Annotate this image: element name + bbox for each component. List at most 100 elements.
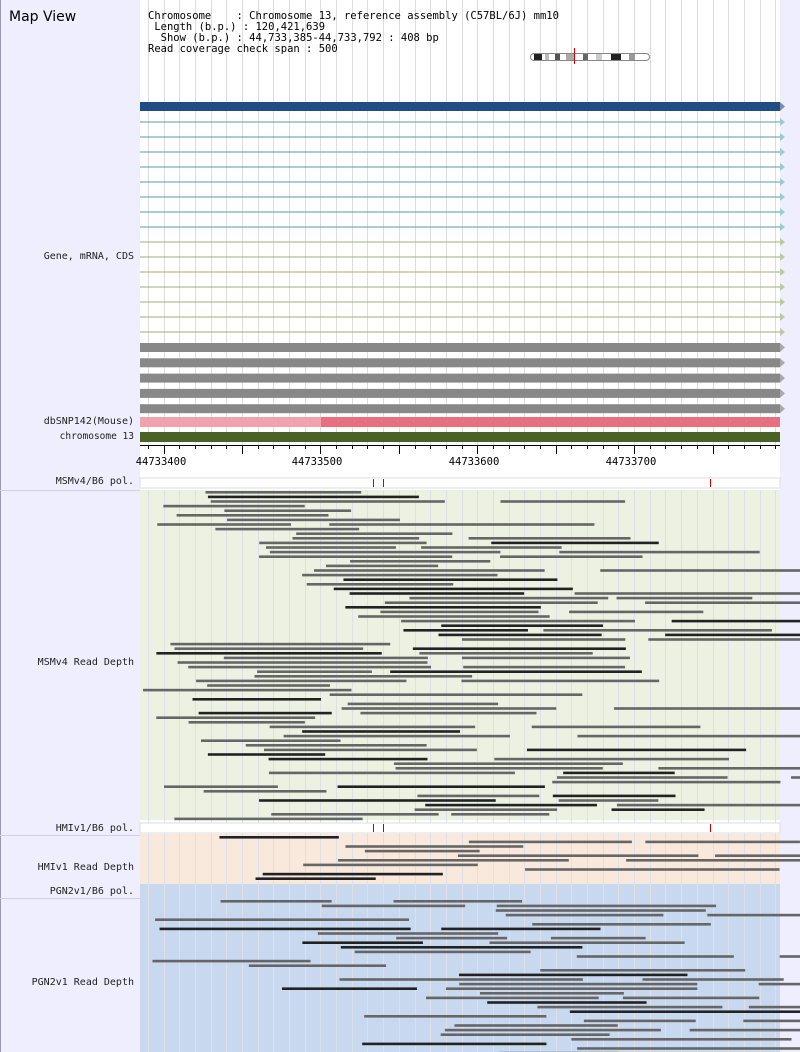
read-line	[414, 808, 558, 811]
read-line	[156, 652, 382, 655]
read-line	[220, 900, 332, 903]
read-line	[188, 665, 432, 669]
read-line	[207, 753, 326, 756]
read-line	[174, 647, 364, 650]
read-line	[526, 748, 747, 752]
read-line	[440, 1033, 610, 1036]
track-label-dbsnp: dbSNP142(Mouse)	[43, 416, 134, 427]
read-line	[532, 923, 711, 926]
read-line	[188, 721, 305, 724]
read-line	[468, 840, 632, 844]
right-margin-strip	[780, 0, 800, 1052]
read-line	[707, 913, 800, 917]
strand-arrow-icon	[780, 118, 785, 126]
strand-arrow-icon	[780, 268, 785, 276]
strand-arrow-icon	[780, 133, 785, 141]
strand-arrow-icon	[780, 178, 785, 186]
read-line	[401, 619, 635, 623]
read-line	[491, 541, 659, 545]
track-label-hmiv1-pol: HMIv1/B6 pol.	[55, 823, 134, 834]
read-line	[525, 868, 780, 871]
dbsnp-bar	[321, 417, 780, 427]
read-line	[393, 762, 623, 765]
read-line	[306, 583, 454, 586]
read-line	[648, 638, 800, 641]
length-value: 120,421,639	[255, 21, 326, 33]
read-line	[505, 913, 664, 917]
read-line	[207, 684, 330, 687]
read-line	[552, 780, 781, 784]
read-line	[345, 606, 541, 609]
read-line	[576, 955, 734, 958]
read-line	[441, 624, 603, 627]
read-line	[426, 996, 599, 1000]
strand-arrow-icon	[780, 373, 785, 383]
strand-arrow-icon	[780, 148, 785, 156]
read-line	[571, 1038, 792, 1041]
read-line	[671, 619, 800, 623]
read-line	[468, 537, 631, 540]
cds-bar	[140, 404, 780, 414]
read-line	[339, 978, 583, 981]
read-line	[384, 601, 598, 604]
read-line	[494, 757, 729, 761]
read-line	[748, 1005, 800, 1009]
pgn2v1-band-bg	[140, 884, 780, 1052]
read-line	[196, 679, 407, 683]
read-line	[176, 514, 329, 517]
read-line	[390, 670, 642, 673]
read-line	[223, 656, 428, 660]
read-line	[337, 859, 569, 862]
read-line	[347, 702, 499, 706]
read-line	[583, 1019, 696, 1023]
read-line	[354, 950, 531, 954]
coverage-key: Read coverage check span	[148, 43, 300, 55]
track-label-pgn2v1-pol: PGN2v1/B6 pol.	[49, 886, 134, 897]
read-line	[626, 859, 800, 862]
read-line	[438, 633, 602, 637]
read-line	[616, 596, 753, 600]
read-line	[550, 936, 646, 940]
read-line	[479, 992, 624, 995]
read-line	[345, 845, 524, 848]
read-line	[457, 854, 699, 857]
read-line	[658, 767, 800, 770]
read-line	[210, 500, 445, 503]
show-value: 44,733,385-44,733,792 : 408 bp	[249, 32, 439, 44]
read-line	[569, 1010, 800, 1013]
read-line	[227, 518, 400, 522]
read-line	[395, 767, 603, 770]
msmv4-band-bg	[140, 490, 780, 820]
strand-arrow-icon	[780, 163, 785, 171]
dbsnp-bar	[140, 417, 321, 427]
strand-arrow-icon	[780, 208, 785, 216]
read-line	[463, 665, 626, 669]
coverage-value: 500	[318, 43, 338, 55]
read-line	[192, 698, 321, 701]
read-line	[451, 813, 550, 816]
track-label-chromosome: chromosome 13	[59, 431, 134, 442]
strand-arrow-icon	[780, 283, 785, 291]
read-line	[263, 748, 477, 752]
chromosome-ideogram[interactable]	[530, 53, 650, 61]
read-line	[715, 854, 800, 857]
read-line	[487, 1001, 647, 1004]
read-line	[409, 596, 609, 600]
read-line	[459, 973, 688, 977]
read-line	[396, 936, 508, 940]
read-line	[269, 550, 501, 554]
strand-arrow-icon	[780, 102, 785, 111]
read-line	[245, 744, 427, 747]
cds-bar	[140, 343, 780, 352]
read-line	[425, 803, 597, 807]
read-line	[266, 546, 396, 549]
ruler-tick-label: 44733700	[606, 456, 657, 468]
read-line	[642, 978, 784, 981]
chromosome-bar	[140, 432, 780, 442]
read-line	[569, 610, 704, 614]
map-view-title: Map View	[9, 9, 77, 25]
track-label-pgn2v1-depth: PGN2v1 Read Depth	[31, 977, 134, 988]
read-line	[616, 803, 800, 807]
read-line	[622, 996, 760, 1000]
